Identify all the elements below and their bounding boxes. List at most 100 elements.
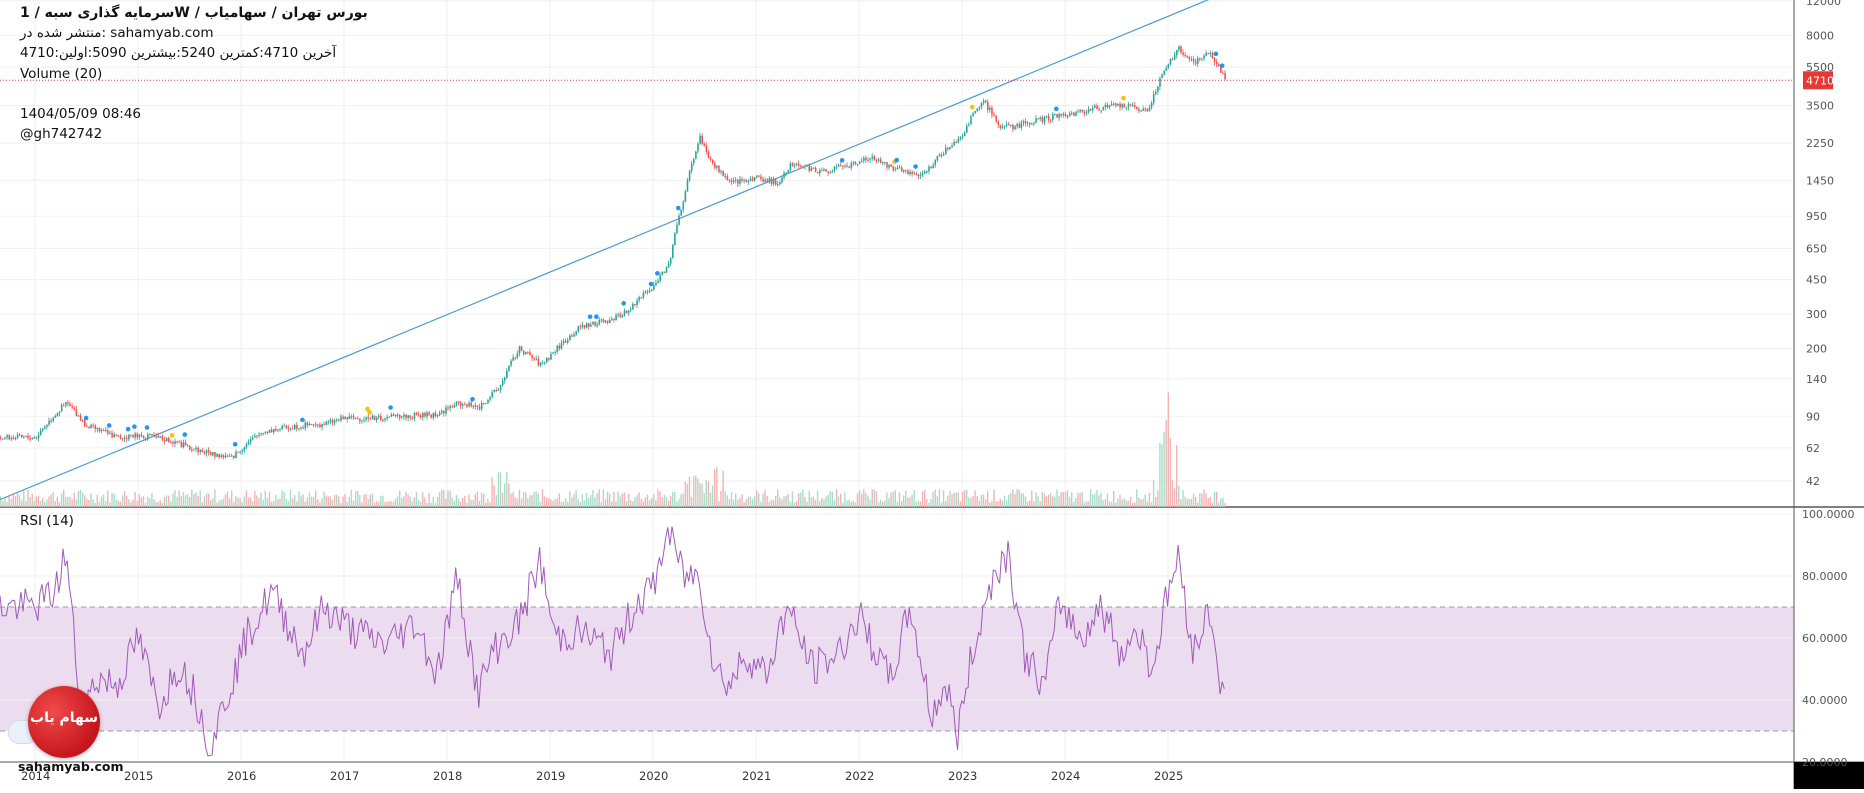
candle-body <box>310 423 313 425</box>
candle-body <box>1173 55 1176 60</box>
volume-bar <box>808 490 810 507</box>
volume-bar <box>203 496 206 507</box>
candle-body <box>1033 122 1035 124</box>
volume-bar <box>1184 496 1186 507</box>
candle-body <box>170 441 172 443</box>
brand-logo[interactable]: سهام یاب <box>28 686 100 758</box>
candle-body <box>1157 86 1159 92</box>
volume-bar <box>441 489 443 507</box>
candle-body <box>90 424 92 429</box>
candle-body <box>65 402 67 406</box>
volume-bar <box>174 490 176 507</box>
candle-body <box>119 435 122 439</box>
candle-body <box>134 433 136 438</box>
candle-body <box>203 451 206 454</box>
volume-bar <box>489 502 491 507</box>
volume-bar <box>766 495 768 507</box>
volume-bar <box>289 489 292 507</box>
volume-bar <box>86 498 88 507</box>
volume-bar <box>426 502 428 507</box>
volume-bar <box>1169 438 1172 507</box>
volume-bar <box>661 497 663 507</box>
volume-bar <box>995 501 997 507</box>
volume-bar <box>384 501 386 507</box>
volume-bar <box>707 481 710 507</box>
volume-bar <box>842 502 844 507</box>
candle-body <box>499 385 502 390</box>
candle-body <box>497 389 500 391</box>
candle-body <box>8 435 10 440</box>
volume-bar <box>411 501 413 507</box>
volume-bar <box>1100 492 1102 507</box>
candle-body <box>476 405 479 407</box>
candle-body <box>10 437 13 440</box>
volume-bar <box>875 491 878 507</box>
volume-bar <box>926 498 928 507</box>
candle-body <box>33 437 36 439</box>
candle-body <box>140 434 143 436</box>
volume-bar <box>285 499 287 507</box>
volume-bar <box>770 499 773 507</box>
candle-body <box>415 412 418 415</box>
candle-body <box>907 170 909 175</box>
signal-dot <box>125 426 131 432</box>
user-handle: @gh742742 <box>20 126 103 142</box>
volume-bar <box>506 471 508 507</box>
volume-bar <box>241 502 243 507</box>
candle-body <box>842 165 844 167</box>
candle-body <box>651 289 653 291</box>
volume-bar <box>193 493 195 507</box>
candle-body <box>449 406 451 409</box>
candle-body <box>821 169 823 171</box>
volume-bar <box>1173 488 1176 507</box>
volume-bar <box>1058 496 1060 507</box>
volume-bar <box>651 498 653 507</box>
signal-dot <box>676 205 681 211</box>
candle-body <box>98 427 101 432</box>
candle-body <box>31 438 34 440</box>
volume-bar <box>529 495 531 507</box>
volume-bar <box>1083 502 1085 507</box>
volume-bar <box>1016 489 1018 507</box>
volume-bar <box>728 499 731 507</box>
volume-bar <box>8 494 10 507</box>
volume-bar <box>1047 494 1050 507</box>
volume-bar <box>735 493 737 507</box>
volume-bar <box>136 500 138 507</box>
candle-body <box>2 438 4 440</box>
volume-bar <box>1085 501 1088 507</box>
volume-bar <box>739 497 741 507</box>
rsi-tick-label: 40.0000 <box>1802 694 1848 707</box>
candle-body <box>1022 121 1025 123</box>
volume-bar <box>804 496 806 507</box>
candle-body <box>867 159 869 161</box>
volume-bar <box>258 498 260 507</box>
candle-body <box>75 409 78 417</box>
volume-bar <box>212 498 214 507</box>
candle-body <box>976 108 979 112</box>
candle-body <box>291 428 294 430</box>
candle-body <box>999 124 1002 128</box>
candle-body <box>995 115 997 122</box>
volume-bar <box>98 501 101 507</box>
candle-body <box>514 357 517 359</box>
candle-body <box>1060 113 1063 116</box>
candle-body <box>315 424 317 426</box>
candle-body <box>1182 52 1184 55</box>
candle-body <box>455 401 458 406</box>
time-tick-label: 2022 <box>845 769 874 783</box>
volume-bar <box>942 490 945 507</box>
volume-bar <box>424 497 426 507</box>
volume-bar <box>1188 498 1190 507</box>
candle-body <box>264 431 267 433</box>
volume-bar <box>659 491 661 507</box>
candle-body <box>470 402 472 406</box>
brand-url[interactable]: sahamyab.com <box>18 759 124 774</box>
volume-bar <box>29 497 31 507</box>
candle-body <box>1199 58 1201 60</box>
volume-bar <box>1199 493 1201 507</box>
time-tick-label: 2021 <box>742 769 771 783</box>
candle-body <box>1018 123 1021 128</box>
